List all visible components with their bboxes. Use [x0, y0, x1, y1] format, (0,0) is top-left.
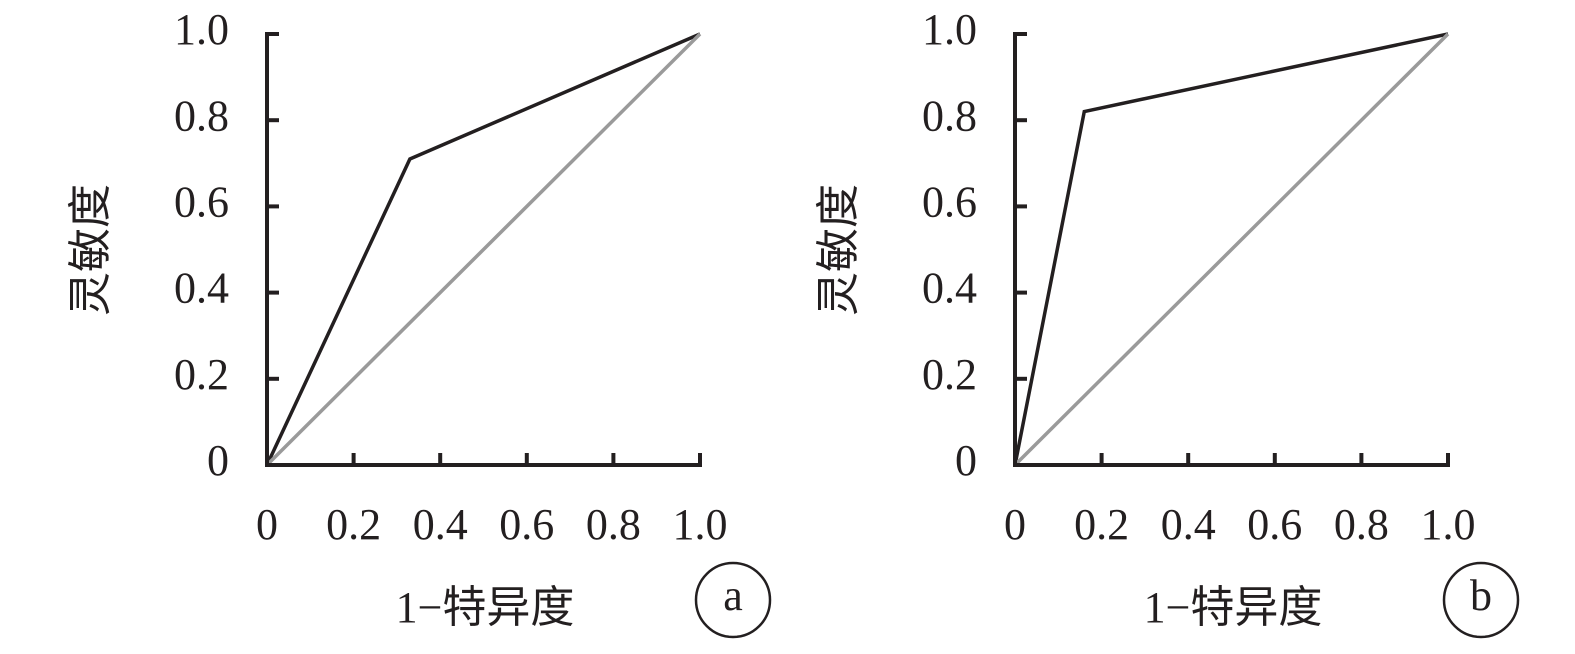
y-tick-label: 0.6	[174, 177, 229, 226]
y-tick-label: 1.0	[174, 5, 229, 54]
panel-label: b	[1470, 571, 1492, 620]
x-tick-label: 0.2	[326, 500, 381, 549]
x-tick-label: 0.8	[586, 500, 641, 549]
y-tick-label: 0.2	[922, 350, 977, 399]
y-tick-label: 0.8	[922, 91, 977, 140]
x-axis-label: 1−特异度	[396, 583, 575, 632]
y-axis-label: 灵敏度	[66, 184, 115, 316]
y-tick-label: 0.4	[922, 264, 977, 313]
roc-line	[1013, 32, 1449, 466]
y-tick-label: 0.2	[174, 350, 229, 399]
x-tick-label: 0.4	[413, 500, 468, 549]
y-tick-label: 0	[955, 436, 977, 485]
x-tick-label: 1.0	[673, 500, 728, 549]
panel-label: a	[723, 571, 743, 620]
y-tick-label: 0	[207, 436, 229, 485]
y-tick-label: 0.8	[174, 91, 229, 140]
panel-badge	[1442, 561, 1520, 639]
x-tick-label: 0	[256, 500, 278, 549]
x-tick-label: 0.8	[1334, 500, 1389, 549]
x-tick-label: 0.6	[499, 500, 554, 549]
roc-line	[265, 32, 702, 467]
panel-badge	[694, 561, 772, 639]
roc-line	[265, 32, 701, 466]
x-tick-label: 0.4	[1161, 500, 1216, 549]
y-tick-label: 0.6	[922, 177, 977, 226]
x-tick-label: 0.6	[1247, 500, 1302, 549]
y-tick-label: 0.4	[174, 264, 229, 313]
y-axis-label: 灵敏度	[814, 184, 863, 316]
x-tick-label: 0.2	[1074, 500, 1129, 549]
x-tick-label: 0	[1004, 500, 1026, 549]
x-tick-label: 1.0	[1421, 500, 1476, 549]
roc-line	[1013, 32, 1450, 467]
y-tick-label: 1.0	[922, 5, 977, 54]
x-axis-label: 1−特异度	[1144, 583, 1323, 632]
